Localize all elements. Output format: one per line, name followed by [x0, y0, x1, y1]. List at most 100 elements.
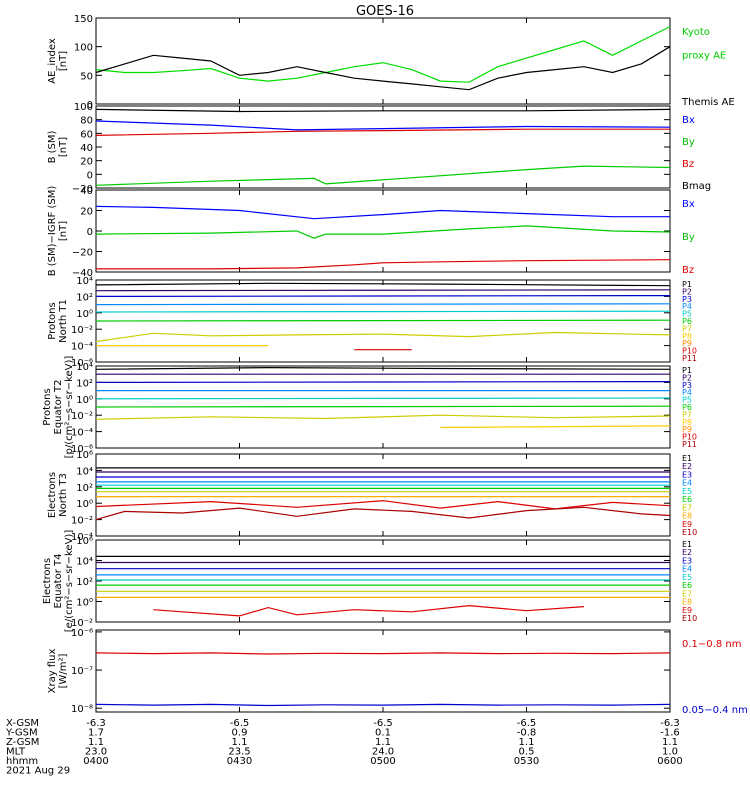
series-line-0-05-0-4-nm — [95, 703, 671, 707]
panel-frame — [95, 539, 671, 623]
orbit-row-value: 1.1 — [662, 737, 678, 748]
legend-entry: P8 — [682, 418, 692, 427]
legend-entry: E3 — [682, 556, 692, 565]
y-tick-label: 10⁻² — [71, 618, 93, 629]
series-line-themis-ae — [95, 46, 671, 91]
y-axis-label: North T3 — [58, 473, 69, 517]
orbit-row-value: 1.7 — [88, 728, 104, 739]
legend-entry: E3 — [682, 470, 692, 479]
y-axis-label: [p/(cm²−s−sr−keV)] — [64, 356, 75, 459]
legend-entry: Bz — [682, 265, 694, 276]
panel-4: 10⁴ 10² 10⁰ 10⁻² 10⁻⁴ 10⁻⁶ Protons Equator T2 [p… — [42, 356, 697, 459]
orbit-row-value: 0530 — [514, 756, 539, 767]
series-line-bz — [95, 128, 670, 136]
y-tick-label: 10² — [76, 483, 93, 494]
y-axis-label: [nT] — [58, 137, 69, 157]
series-line-e10 — [95, 506, 671, 521]
series-line-p7 — [95, 414, 671, 420]
series-line-bmag — [95, 108, 671, 113]
series-line-p5 — [95, 397, 671, 400]
series-line-0-1-0-8-nm — [95, 652, 671, 655]
y-tick-label: 10⁻² — [71, 411, 93, 422]
y-tick-label: 10⁻⁶ — [71, 444, 93, 455]
orbit-row-label: hhmm — [6, 756, 38, 767]
legend-entry: E9 — [682, 520, 692, 529]
legend-entry: E1 — [682, 540, 692, 549]
orbit-row-label: Z-GSM — [6, 737, 39, 748]
series-line-bx — [95, 120, 671, 131]
y-tick-label: 0 — [87, 100, 93, 111]
legend-entry: P4 — [682, 388, 692, 397]
orbit-footer: X-GSM -6.3 -6.5 -6.5 -6.5 -6.3 Y-GSM 1.7 0.9 0.1 -… — [5, 718, 683, 777]
legend-entry: Themis AE — [681, 97, 735, 108]
legend-entry: 0.05−0.4 nm — [682, 705, 748, 716]
series-line-p3 — [95, 295, 671, 297]
orbit-row-value: 1.1 — [375, 737, 391, 748]
y-tick-label: 10⁻⁴ — [71, 532, 93, 543]
legend-entry: E8 — [682, 598, 692, 607]
legend-entry: P7 — [682, 324, 692, 333]
legend-entry: E5 — [682, 573, 692, 582]
legend-entry: proxy AE — [682, 50, 726, 61]
panel-2: −40 −20 0 20 40 B (SM)−IGRF (SM) [nT] Bx By Bz — [47, 186, 695, 279]
y-tick-label: 10⁻⁶ — [71, 628, 93, 639]
y-tick-label: 10⁰ — [76, 598, 93, 609]
y-axis-label: AE_index — [47, 38, 58, 84]
legend-entry: P3 — [682, 381, 692, 390]
legend-entry: Kyoto — [682, 27, 710, 38]
panel-7: 10⁻⁶ 10⁻⁷ 10⁻⁸ Xray flux [W/m²] 0.1−0.8 nm 0.0… — [47, 628, 748, 716]
legend-entry: E2 — [682, 548, 692, 557]
legend-entry: E1 — [682, 454, 692, 463]
legend-entry: P3 — [682, 295, 692, 304]
orbit-row-value: -6.5 — [517, 718, 537, 729]
y-tick-label: 80 — [80, 116, 93, 127]
orbit-row-value: 0.1 — [375, 728, 391, 739]
legend-entry: E10 — [682, 528, 697, 537]
legend-entry: E7 — [682, 503, 692, 512]
series-line-p5 — [95, 310, 671, 313]
y-tick-label: 40 — [80, 186, 93, 197]
legend-entry: E7 — [682, 589, 692, 598]
y-axis-label: Equator T2 — [53, 380, 64, 435]
y-tick-label: 10⁻⁴ — [71, 428, 93, 439]
y-tick-label: 10⁻² — [71, 516, 93, 527]
y-tick-label: 10⁻⁶ — [71, 358, 93, 369]
y-tick-label: 10² — [76, 577, 93, 588]
series-line-p3 — [95, 381, 671, 383]
legend-entry: By — [682, 137, 695, 148]
panel-0: 0 50 100 150 AE_index [nT] Kyoto proxy AE Themis… — [47, 14, 735, 111]
y-tick-label: 10⁶ — [76, 450, 93, 461]
panel-frame — [95, 17, 671, 105]
series-line-p1 — [95, 366, 671, 370]
legend-entry: P1 — [682, 280, 692, 289]
legend-entry: E9 — [682, 606, 692, 615]
y-tick-label: 10⁴ — [76, 362, 93, 373]
legend-entry: P9 — [682, 425, 692, 434]
series-line-p7 — [95, 331, 671, 343]
series-line-by — [95, 165, 671, 186]
legend-entry: P8 — [682, 332, 692, 341]
orbit-row-value: 1.0 — [662, 747, 678, 758]
y-tick-label: 10⁶ — [76, 536, 93, 547]
y-tick-label: 150 — [74, 14, 93, 25]
y-axis-label: [nT] — [58, 51, 69, 71]
series-line-bx — [95, 205, 670, 220]
legend-entry: P10 — [682, 433, 697, 442]
orbit-row-value: -6.3 — [86, 718, 106, 729]
orbit-row-value: 1.1 — [88, 737, 104, 748]
orbit-row-value: 1.1 — [232, 737, 248, 748]
y-axis-label: Electrons — [42, 558, 53, 604]
y-axis-label: Electrons — [47, 472, 58, 518]
legend-entry: E6 — [682, 581, 692, 590]
y-axis-label: [e/(cm²−s−sr−keV)] — [64, 530, 75, 633]
legend-entry: P11 — [682, 440, 697, 449]
orbit-row-value: 0430 — [227, 756, 252, 767]
y-axis-label: B (SM)−IGRF (SM) — [47, 186, 58, 277]
y-tick-label: 50 — [80, 71, 93, 82]
orbit-row-value: -6.5 — [373, 718, 393, 729]
panel-1: −20 0 20 40 60 80 100 B (SM) [nT] Bx By Bz Bmag — [47, 102, 711, 195]
y-axis-label: B (SM) — [47, 130, 58, 163]
legend-entry: Bx — [682, 199, 695, 210]
legend-entry: Bx — [682, 115, 695, 126]
